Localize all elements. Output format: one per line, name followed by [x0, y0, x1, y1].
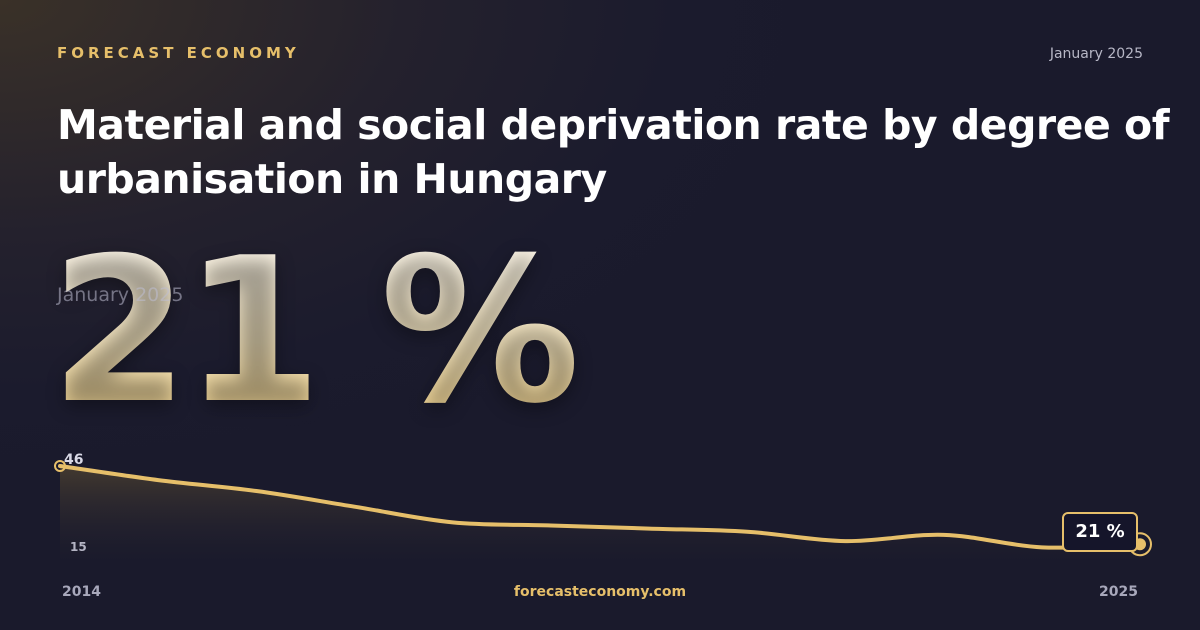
x-end-label: 2025: [1099, 584, 1138, 600]
chart-series-line: [58, 464, 1142, 550]
headline-date: January 2025: [57, 284, 184, 306]
headline-value: 21 %: [50, 215, 580, 448]
header-date: January 2025: [1049, 46, 1143, 62]
chart-area-fill: [60, 466, 1140, 563]
y-min-label: 15: [70, 540, 87, 554]
chart-start-point: [54, 460, 66, 472]
page-title: Material and social deprivation rate by …: [57, 101, 1170, 203]
y-max-label: 46: [64, 452, 84, 468]
brand-name: FORECAST ECONOMY: [57, 44, 300, 62]
site-link[interactable]: forecasteconomy.com: [513, 584, 687, 600]
x-start-label: 2014: [62, 584, 101, 600]
last-value-badge: 21 %: [1062, 512, 1138, 552]
